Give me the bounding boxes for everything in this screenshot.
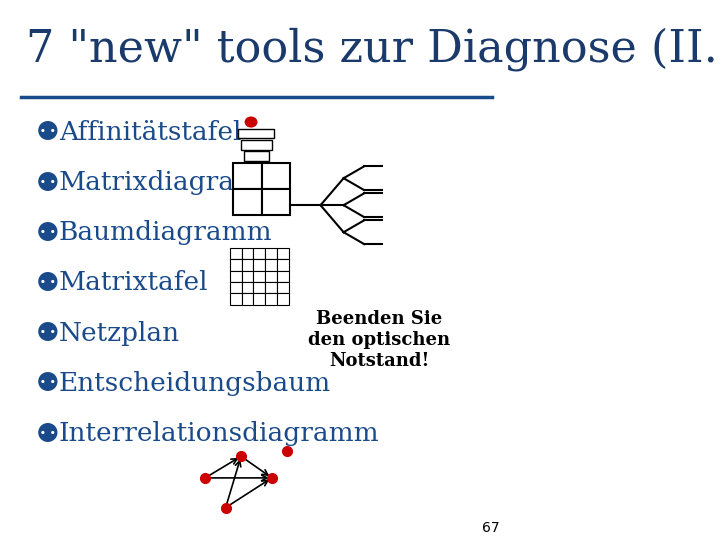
Bar [277,248,289,259]
Bar [265,248,277,259]
Bar [253,282,265,293]
Text: 7 "new" tools zur Diagnose (II.2): 7 "new" tools zur Diagnose (II.2) [26,27,720,71]
Bar [241,140,272,150]
Text: ⚉: ⚉ [36,421,60,447]
Text: Matrixdiagramm: Matrixdiagramm [59,170,285,195]
Bar [244,151,269,161]
Bar [238,129,274,138]
Bar [230,259,241,271]
Bar [265,259,277,271]
Text: ⚉: ⚉ [36,320,60,346]
Ellipse shape [246,117,257,127]
Bar [233,163,261,189]
Bar [277,293,289,305]
Text: Entscheidungsbaum: Entscheidungsbaum [59,371,331,396]
Bar [230,282,241,293]
Text: ⚉: ⚉ [36,220,60,246]
Bar [253,293,265,305]
Bar [265,293,277,305]
Text: 67: 67 [482,521,500,535]
Text: Baumdiagramm: Baumdiagramm [59,220,273,245]
Bar [253,259,265,271]
Text: Beenden Sie
den optischen
Notstand!: Beenden Sie den optischen Notstand! [308,310,451,370]
Bar [277,282,289,293]
Bar [241,259,253,271]
Text: ⚉: ⚉ [36,170,60,195]
Bar [230,248,241,259]
Bar [265,271,277,282]
Bar [241,248,253,259]
Bar [265,282,277,293]
Bar [230,293,241,305]
Text: ⚉: ⚉ [36,370,60,396]
Text: Matrixtafel: Matrixtafel [59,271,209,295]
Text: Netzplan: Netzplan [59,321,180,346]
Bar [261,189,289,215]
Bar [241,271,253,282]
Bar [277,271,289,282]
Bar [261,163,289,189]
Text: Interrelationsdiagramm: Interrelationsdiagramm [59,421,379,446]
Bar [253,248,265,259]
Bar [233,189,261,215]
Text: ⚉: ⚉ [36,119,60,145]
Bar [241,293,253,305]
Text: ⚉: ⚉ [36,270,60,296]
Bar [230,271,241,282]
Bar [277,259,289,271]
Bar [253,271,265,282]
Bar [241,282,253,293]
Text: Affinitätstafel: Affinitätstafel [59,120,241,145]
